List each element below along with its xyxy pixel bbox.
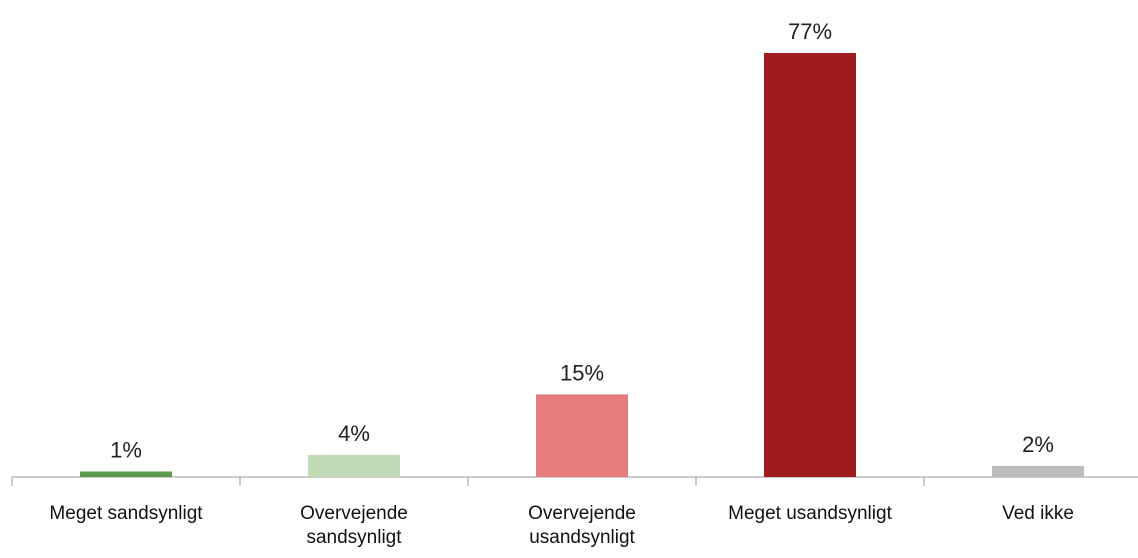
value-label: 4% xyxy=(338,421,370,446)
x-tick-label: Ved ikke xyxy=(1002,503,1074,524)
x-tick-label: Overvejende sandsynligt xyxy=(300,503,408,548)
bar xyxy=(764,53,856,477)
bar xyxy=(308,454,400,477)
value-label: 1% xyxy=(110,437,142,462)
value-label: 2% xyxy=(1022,432,1054,457)
value-label: 77% xyxy=(788,19,832,44)
bar xyxy=(536,394,628,477)
value-label: 15% xyxy=(560,360,604,385)
bar xyxy=(80,471,172,477)
x-tick-label: Meget usandsynligt xyxy=(728,503,892,524)
x-tick-label: Overvejende usandsynligt xyxy=(528,503,636,548)
bar xyxy=(992,465,1084,477)
x-tick-label: Meget sandsynligt xyxy=(49,503,203,524)
